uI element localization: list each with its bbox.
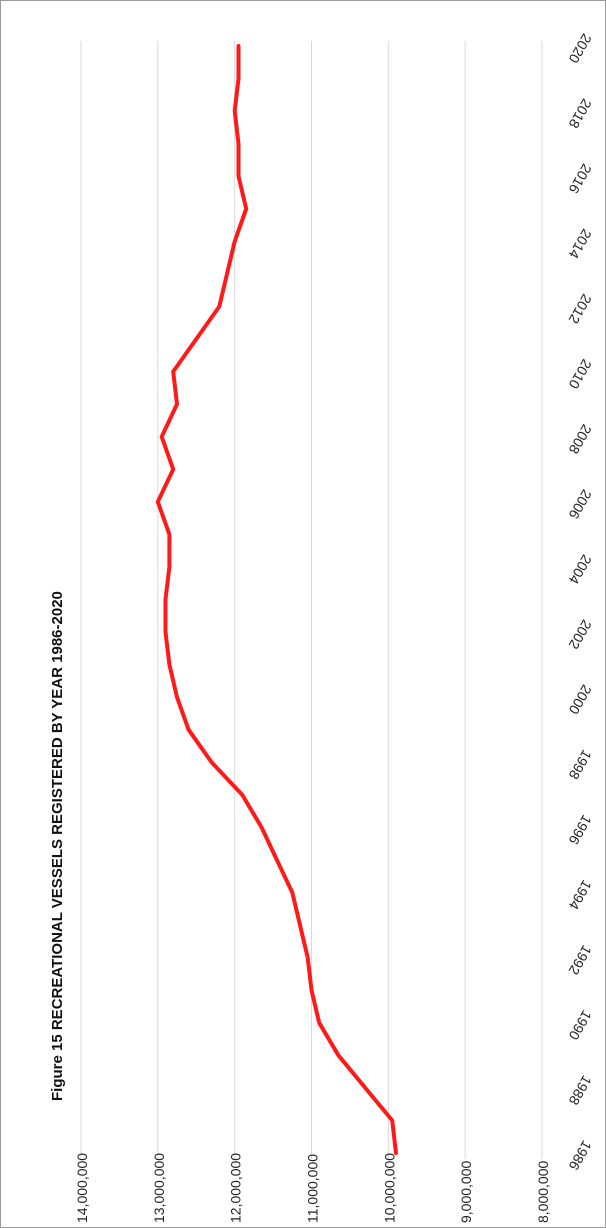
year-tick-label: 2016: [566, 161, 596, 196]
chart-title: Figure 15 RECREATIONAL VESSELS REGISTERE…: [49, 591, 66, 1101]
value-tick-label: 13,000,000: [151, 1153, 167, 1223]
year-tick-label: 2004: [566, 552, 596, 587]
year-tick-label: 2020: [566, 31, 596, 66]
year-tick-label: 1986: [566, 1138, 596, 1173]
year-tick-label: 2018: [566, 96, 596, 131]
value-tick-label: 14,000,000: [74, 1153, 90, 1223]
value-tick-label: 10,000,000: [381, 1153, 397, 1223]
series-layer: [155, 44, 398, 1155]
year-tick-label: 1988: [566, 1073, 596, 1108]
value-tick-label: 11,000,000: [305, 1154, 321, 1223]
gridlines: [80, 41, 543, 1159]
value-tick-label: 8,000,000: [535, 1161, 551, 1223]
year-tick-label: 1996: [566, 812, 596, 847]
year-tick-label: 2014: [566, 226, 596, 261]
year-tick-label: 1990: [566, 1008, 596, 1043]
value-tick-label: 9,000,000: [458, 1161, 474, 1223]
value-axis-ticks: 8,000,000 9,000,000 10,000,000 11,000,000 12…: [74, 1153, 551, 1223]
year-tick-label: 2000: [566, 682, 596, 717]
year-tick-label: 1998: [566, 747, 596, 782]
year-tick-label: 2002: [566, 617, 596, 652]
year-tick-label: 2006: [566, 487, 596, 522]
year-tick-label: 2008: [566, 422, 596, 457]
year-axis-ticks: 1986 1988 1990 1992 1994 1996 1998 2000 2002 2004…: [566, 31, 596, 1173]
year-tick-label: 2012: [566, 291, 596, 326]
year-tick-label: 2010: [566, 357, 596, 392]
year-tick-label: 1994: [566, 878, 596, 913]
value-tick-label: 12,000,000: [228, 1153, 244, 1223]
series-line: [155, 44, 398, 1155]
year-tick-label: 1992: [566, 943, 596, 978]
